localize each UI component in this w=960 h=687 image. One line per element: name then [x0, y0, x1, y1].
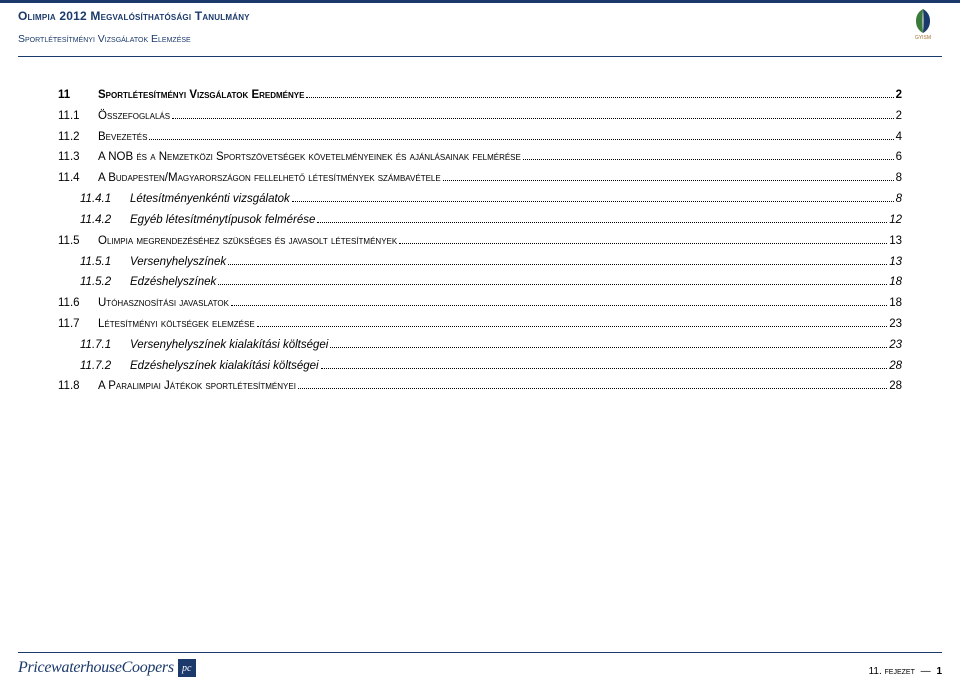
- toc-page-number: 23: [889, 337, 902, 355]
- toc-entry[interactable]: 11.5.1Versenyhelyszínek 13: [58, 254, 902, 272]
- toc-entry[interactable]: 11.5.2Edzéshelyszínek 18: [58, 274, 902, 292]
- page-footer: PricewaterhouseCoopers pc 11. fejezet — …: [0, 652, 960, 687]
- toc-page-number: 18: [889, 295, 902, 313]
- toc-number: 11.4: [58, 170, 94, 188]
- toc-leader-dots: [172, 111, 894, 119]
- toc-entry[interactable]: 11.4.1Létesítményenkénti vizsgálatok 8: [58, 191, 902, 209]
- toc-title: Létesítményenkénti vizsgálatok: [126, 191, 290, 209]
- toc-number: 11.8: [58, 378, 94, 396]
- toc-title: A NOB és a Nemzetközi Sportszövetségek k…: [94, 149, 521, 167]
- toc-page-number: 28: [889, 358, 902, 376]
- toc-number: 11.4.2: [80, 212, 126, 230]
- toc-leader-dots: [321, 361, 888, 369]
- doc-subtitle: Sportlétesítményi Vizsgálatok Elemzése: [18, 33, 942, 45]
- toc-number: 11.7.1: [80, 337, 126, 355]
- toc-title: Sportlétesítményi Vizsgálatok Eredménye: [94, 87, 304, 105]
- toc-page-number: 8: [896, 191, 902, 209]
- toc-leader-dots: [257, 319, 888, 327]
- toc-number: 11.3: [58, 149, 94, 167]
- leaf-logo-icon: [908, 7, 938, 35]
- toc-title: Utóhasznosítási javaslatok: [94, 295, 229, 313]
- toc-entry[interactable]: 11.8A Paralimpiai Játékok sportlétesítmé…: [58, 378, 902, 396]
- toc-title: Edzéshelyszínek: [126, 274, 216, 292]
- toc-page-number: 28: [889, 378, 902, 396]
- page-header: Olimpia 2012 Megvalósíthatósági Tanulmán…: [0, 0, 960, 56]
- toc-leader-dots: [443, 173, 894, 181]
- toc-entry[interactable]: 11Sportlétesítményi Vizsgálatok Eredmény…: [58, 87, 902, 105]
- toc-number: 11.4.1: [80, 191, 126, 209]
- toc-leader-dots: [292, 194, 894, 202]
- toc-page-number: 2: [896, 108, 902, 126]
- toc-leader-dots: [317, 215, 887, 223]
- footer-page-indicator: 11. fejezet — 1: [869, 666, 942, 677]
- toc-number: 11.6: [58, 295, 94, 313]
- header-logo: GYISM: [904, 7, 942, 53]
- toc-leader-dots: [218, 277, 887, 285]
- toc-leader-dots: [231, 298, 887, 306]
- toc-title: Edzéshelyszínek kialakítási költségei: [126, 358, 319, 376]
- toc-title: Versenyhelyszínek: [126, 254, 226, 272]
- toc-title: Létesítményi költségek elemzése: [94, 316, 255, 334]
- footer-divider: [18, 652, 942, 653]
- toc-number: 11: [58, 87, 94, 105]
- toc-leader-dots: [149, 132, 893, 140]
- doc-title: Olimpia 2012 Megvalósíthatósági Tanulmán…: [18, 9, 942, 23]
- toc-page-number: 8: [896, 170, 902, 188]
- toc-page-number: 23: [889, 316, 902, 334]
- pwc-mark-icon: pc: [178, 659, 196, 677]
- toc-leader-dots: [298, 381, 887, 389]
- toc-page-number: 4: [896, 129, 902, 147]
- toc-title: A Paralimpiai Játékok sportlétesítményei: [94, 378, 296, 396]
- toc-entry[interactable]: 11.7.2Edzéshelyszínek kialakítási költsé…: [58, 358, 902, 376]
- toc-number: 11.5.2: [80, 274, 126, 292]
- toc-number: 11.7: [58, 316, 94, 334]
- toc-page-number: 6: [896, 149, 902, 167]
- toc-entry[interactable]: 11.7.1Versenyhelyszínek kialakítási költ…: [58, 337, 902, 355]
- page-number: 1: [936, 666, 942, 677]
- toc-entry[interactable]: 11.1Összefoglalás 2: [58, 108, 902, 126]
- toc-leader-dots: [330, 340, 887, 348]
- toc-page-number: 13: [889, 254, 902, 272]
- toc-title: Versenyhelyszínek kialakítási költségei: [126, 337, 328, 355]
- toc-title: Bevezetés: [94, 129, 147, 147]
- toc-leader-dots: [399, 236, 887, 244]
- chapter-label: 11. fejezet: [869, 666, 915, 677]
- toc-entry[interactable]: 11.2Bevezetés 4: [58, 129, 902, 147]
- toc-number: 11.5.1: [80, 254, 126, 272]
- toc-leader-dots: [228, 256, 887, 264]
- toc-entry[interactable]: 11.3A NOB és a Nemzetközi Sportszövetség…: [58, 149, 902, 167]
- logo-text: GYISM: [904, 36, 942, 42]
- toc-entry[interactable]: 11.4.2Egyéb létesítménytípusok felmérése…: [58, 212, 902, 230]
- pwc-logo: PricewaterhouseCoopers pc: [18, 659, 196, 677]
- table-of-contents: 11Sportlétesítményi Vizsgálatok Eredmény…: [0, 57, 960, 396]
- toc-title: Egyéb létesítménytípusok felmérése: [126, 212, 315, 230]
- toc-number: 11.7.2: [80, 358, 126, 376]
- toc-number: 11.2: [58, 129, 94, 147]
- toc-entry[interactable]: 11.6Utóhasznosítási javaslatok 18: [58, 295, 902, 313]
- toc-title: A Budapesten/Magyarországon fellelhető l…: [94, 170, 441, 188]
- toc-number: 11.1: [58, 108, 94, 126]
- toc-entry[interactable]: 11.4A Budapesten/Magyarországon fellelhe…: [58, 170, 902, 188]
- toc-title: Olimpia megrendezéséhez szükséges és jav…: [94, 233, 397, 251]
- toc-leader-dots: [523, 152, 894, 160]
- toc-number: 11.5: [58, 233, 94, 251]
- toc-title: Összefoglalás: [94, 108, 170, 126]
- toc-leader-dots: [306, 90, 893, 98]
- toc-entry[interactable]: 11.5Olimpia megrendezéséhez szükséges és…: [58, 233, 902, 251]
- toc-page-number: 18: [889, 274, 902, 292]
- toc-page-number: 12: [889, 212, 902, 230]
- toc-entry[interactable]: 11.7Létesítményi költségek elemzése 23: [58, 316, 902, 334]
- pwc-wordmark: PricewaterhouseCoopers: [18, 659, 174, 677]
- toc-page-number: 2: [896, 87, 902, 105]
- page-dash: —: [921, 666, 931, 677]
- toc-page-number: 13: [889, 233, 902, 251]
